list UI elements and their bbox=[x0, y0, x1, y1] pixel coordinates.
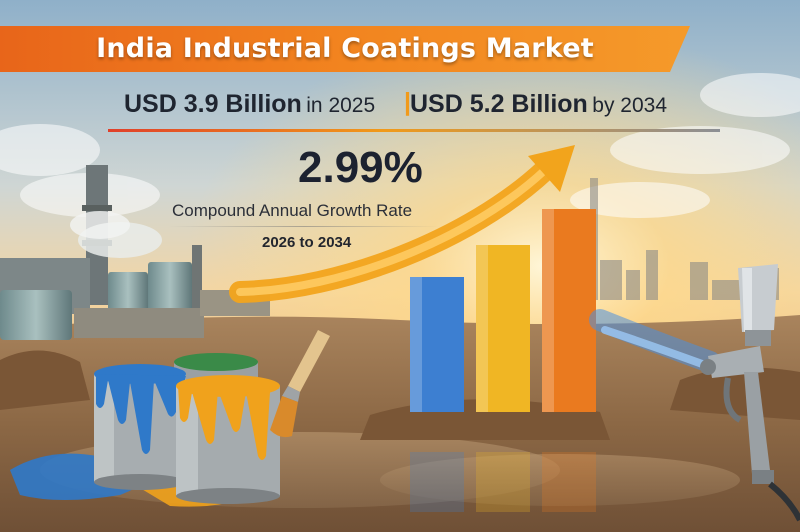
growth-arrow-icon bbox=[229, 145, 575, 303]
market-figures: USD 3.9 Billion in 2025 | USD 5.2 Billio… bbox=[108, 86, 720, 126]
banner-title: India Industrial Coatings Market bbox=[96, 33, 594, 64]
growth-bar bbox=[476, 245, 530, 512]
cagr-label: Compound Annual Growth Rate bbox=[172, 201, 413, 220]
figure-2025: USD 3.9 Billion in 2025 bbox=[124, 90, 375, 119]
growth-bar bbox=[410, 277, 464, 512]
cagr-period: 2026 to 2034 bbox=[262, 234, 352, 251]
value-2025: USD 3.9 Billion bbox=[124, 90, 302, 118]
figure-2034: USD 5.2 Billion by 2034 bbox=[410, 90, 667, 119]
value-2034: USD 5.2 Billion bbox=[410, 90, 588, 118]
figures-underline bbox=[108, 129, 720, 132]
value-2034-suffix: by 2034 bbox=[592, 94, 667, 117]
title-banner bbox=[0, 26, 690, 72]
paint-brush-icon bbox=[270, 330, 330, 438]
spray-gun-icon bbox=[589, 264, 800, 522]
cagr-value: 2.99% bbox=[298, 143, 423, 192]
paint-can-blue bbox=[94, 364, 186, 490]
growth-bar bbox=[542, 209, 596, 512]
value-2025-suffix: in 2025 bbox=[306, 94, 376, 117]
cagr-divider bbox=[168, 226, 440, 227]
paint-can-yellow bbox=[176, 375, 280, 504]
figure-separator: | bbox=[404, 88, 411, 116]
factory-icon bbox=[0, 165, 270, 340]
